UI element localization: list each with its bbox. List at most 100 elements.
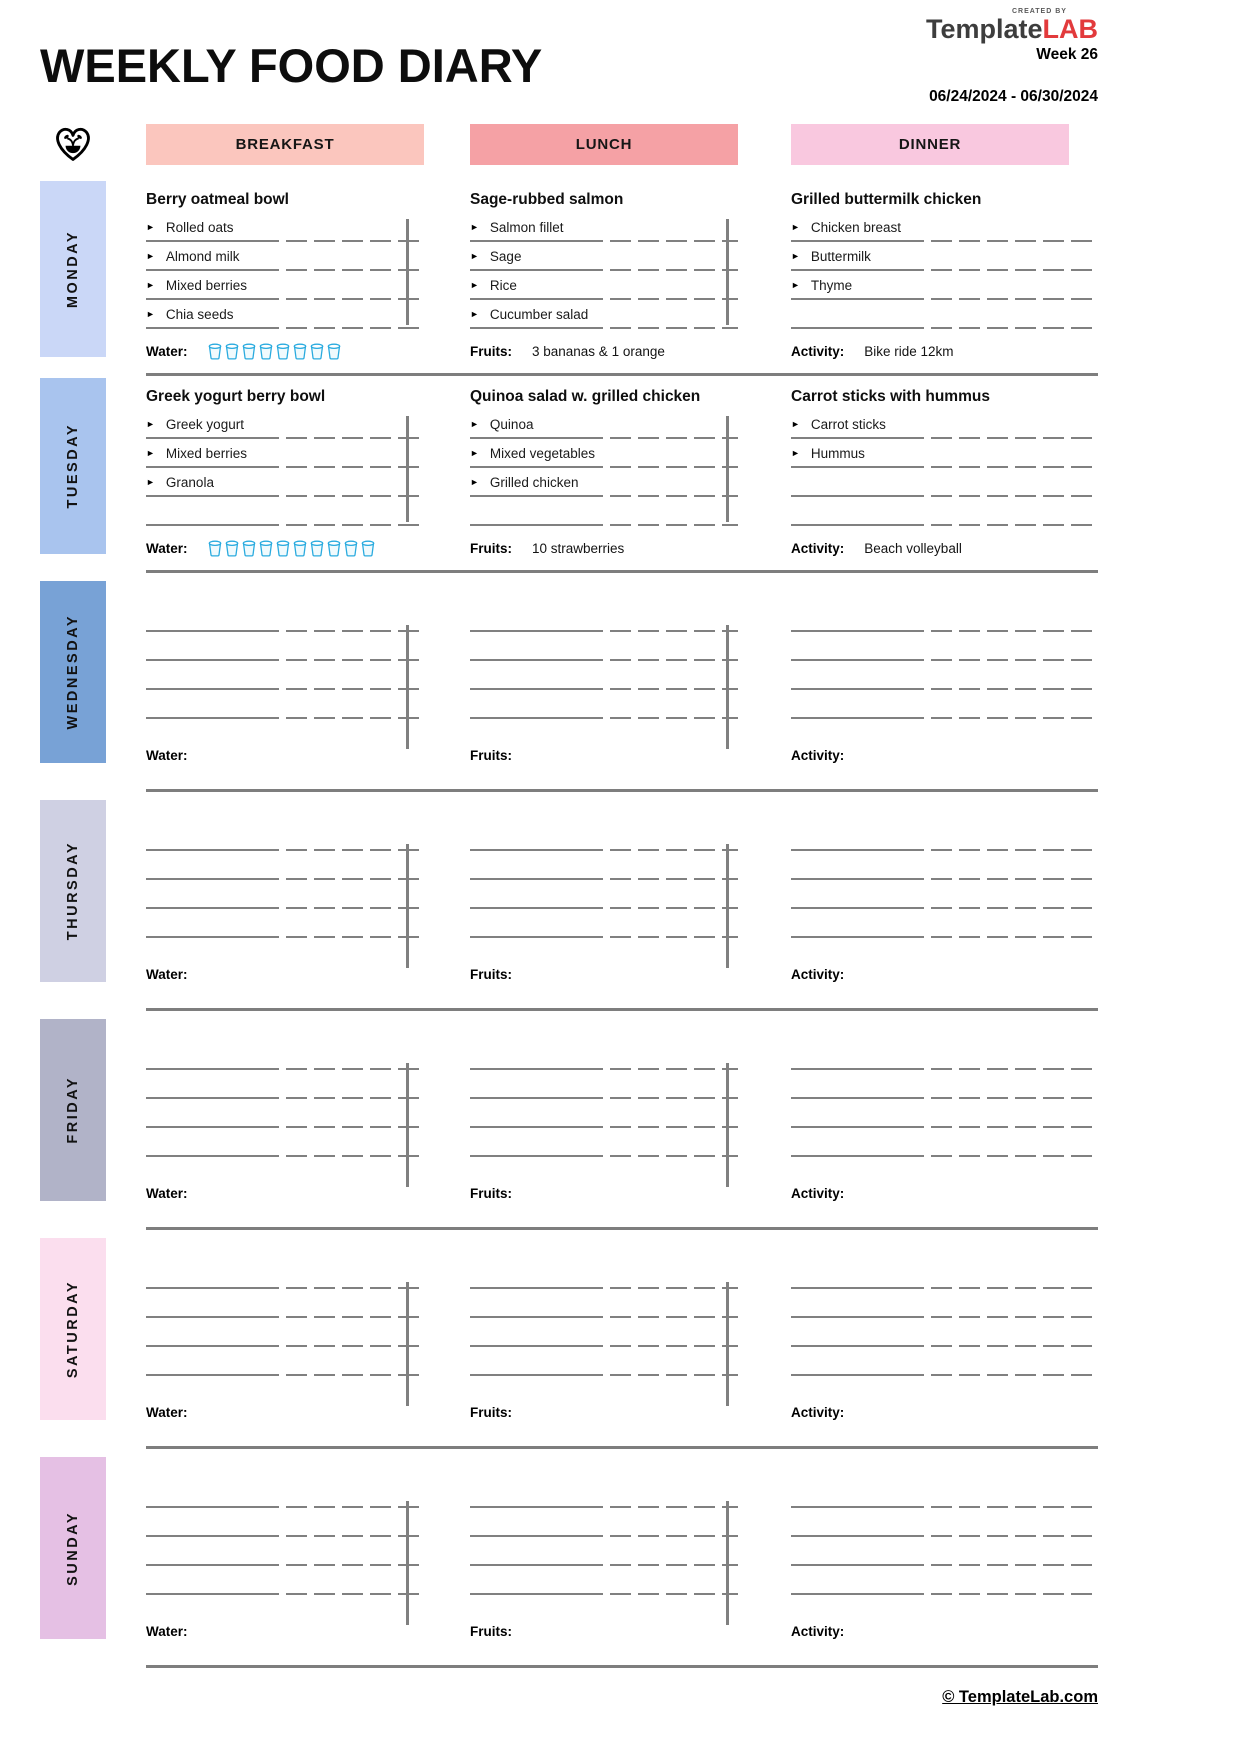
- column-divider: [726, 1282, 729, 1406]
- writing-line: [470, 688, 738, 690]
- water-glass-icon: [361, 540, 374, 557]
- water-glass-icon: [242, 343, 255, 360]
- water-glass-icon: [310, 343, 323, 360]
- monday-dinner-cell: Grilled buttermilk chicken ► Chicken brea…: [791, 179, 1098, 373]
- monday-breakfast-cell: Berry oatmeal bowl ► Rolled oats ► Almond …: [146, 179, 424, 373]
- writing-line: [791, 1535, 1098, 1537]
- meal-item: ► Sage: [470, 248, 522, 264]
- writing-line: [146, 1506, 424, 1508]
- writing-line: [470, 1155, 738, 1157]
- writing-line: [146, 878, 424, 880]
- bullet-arrow-icon: ►: [791, 418, 800, 429]
- writing-line: [146, 1097, 424, 1099]
- empty-item-row: [470, 502, 738, 520]
- water-label: Water:: [146, 966, 188, 982]
- created-by-label: CREATED BY: [1011, 8, 1067, 15]
- templatelab-copyright-link[interactable]: © TemplateLab.com: [942, 1688, 1098, 1706]
- writing-line: [791, 524, 1098, 526]
- bullet-arrow-icon: ►: [470, 476, 479, 487]
- water-glass-icon: [259, 343, 272, 360]
- water-row: Water:: [146, 1183, 424, 1203]
- wednesday-dinner-cell: Activity:: [791, 573, 1098, 789]
- fruits-label: Fruits:: [470, 1185, 512, 1201]
- water-glass-icon: [310, 540, 323, 557]
- activity-row: Activity:: [791, 1402, 1098, 1422]
- writing-line: [146, 1316, 424, 1318]
- activity-row: Activity:: [791, 1183, 1098, 1203]
- bullet-arrow-icon: ►: [470, 447, 479, 458]
- water-glass-icon: [225, 343, 238, 360]
- day-separator: [146, 373, 1098, 376]
- writing-line: [470, 1593, 738, 1595]
- writing-line: [470, 495, 738, 497]
- meal-item: ► Carrot sticks: [791, 416, 886, 432]
- activity-label: Activity:: [791, 966, 845, 982]
- bullet-arrow-icon: ►: [470, 221, 479, 232]
- writing-line: [791, 1097, 1098, 1099]
- writing-line: [146, 1068, 424, 1070]
- fruits-row: Fruits: 10 strawberries: [470, 538, 738, 558]
- writing-line: [791, 1564, 1098, 1566]
- day-label-text: TUESDAY: [65, 423, 81, 509]
- writing-line: [791, 907, 1098, 909]
- empty-item-row: [146, 502, 424, 520]
- tuesday-lunch-cell: Quinoa salad w. grilled chicken ► Quinoa …: [470, 376, 738, 570]
- meal-item: ► Mixed berries: [146, 445, 247, 461]
- date-range: 06/24/2024 - 06/30/2024: [929, 88, 1098, 106]
- water-label: Water:: [146, 747, 188, 763]
- writing-line: [791, 298, 1098, 300]
- fruits-label: Fruits:: [470, 966, 512, 982]
- writing-line: [791, 269, 1098, 271]
- saturday-dinner-cell: Activity:: [791, 1230, 1098, 1446]
- meal-item: ► Greek yogurt: [146, 416, 244, 432]
- water-glass-icon: [344, 540, 357, 557]
- empty-item-row: [791, 305, 1098, 323]
- column-divider: [406, 219, 409, 325]
- writing-line: [470, 437, 738, 439]
- fruits-row: Fruits:: [470, 1183, 738, 1203]
- activity-row: Activity:: [791, 745, 1098, 765]
- writing-line: [470, 630, 738, 632]
- water-glass-icon: [208, 540, 221, 557]
- writing-line: [470, 327, 738, 329]
- friday-section: FRIDAY Water: Fruits: Activity:: [0, 1011, 1240, 1227]
- writing-line: [470, 1068, 738, 1070]
- meal-title: Quinoa salad w. grilled chicken: [470, 388, 701, 405]
- writing-line: [791, 466, 1098, 468]
- friday-lunch-cell: Fruits:: [470, 1011, 738, 1227]
- column-divider: [406, 1282, 409, 1406]
- bullet-arrow-icon: ►: [470, 308, 479, 319]
- day-label-text: WEDNESDAY: [65, 614, 81, 730]
- day-label-text: SUNDAY: [65, 1510, 81, 1586]
- meal-item: ► Granola: [146, 474, 214, 490]
- day-separator: [146, 789, 1098, 792]
- water-label: Water:: [146, 343, 188, 359]
- writing-line: [146, 1155, 424, 1157]
- thursday-lunch-cell: Fruits:: [470, 792, 738, 1008]
- monday-lunch-cell: Sage-rubbed salmon ► Salmon fillet ► Sage …: [470, 179, 738, 373]
- activity-value: Bike ride 12km: [864, 343, 954, 359]
- meal-title: Grilled buttermilk chicken: [791, 191, 982, 208]
- writing-line: [791, 1126, 1098, 1128]
- column-divider: [726, 625, 729, 749]
- writing-line: [791, 327, 1098, 329]
- day-separator: [146, 1665, 1098, 1668]
- wednesday-section: WEDNESDAY Water: Fruits: Activity:: [0, 573, 1240, 789]
- bullet-arrow-icon: ►: [146, 418, 155, 429]
- day-label-text: SATURDAY: [65, 1279, 81, 1379]
- activity-label: Activity:: [791, 343, 845, 359]
- writing-line: [146, 1287, 424, 1289]
- water-glass-icon: [293, 540, 306, 557]
- meal-item: ► Hummus: [791, 445, 865, 461]
- day-label-text: THURSDAY: [65, 841, 81, 941]
- water-glass-icon: [327, 343, 340, 360]
- writing-line: [470, 298, 738, 300]
- writing-line: [470, 269, 738, 271]
- sunday-breakfast-cell: Water:: [146, 1449, 424, 1665]
- writing-line: [791, 630, 1098, 632]
- column-divider: [406, 625, 409, 749]
- writing-line: [470, 1564, 738, 1566]
- water-row: Water:: [146, 341, 424, 361]
- activity-row: Activity: Beach volleyball: [791, 538, 1098, 558]
- day-label-wednesday: WEDNESDAY: [40, 581, 106, 763]
